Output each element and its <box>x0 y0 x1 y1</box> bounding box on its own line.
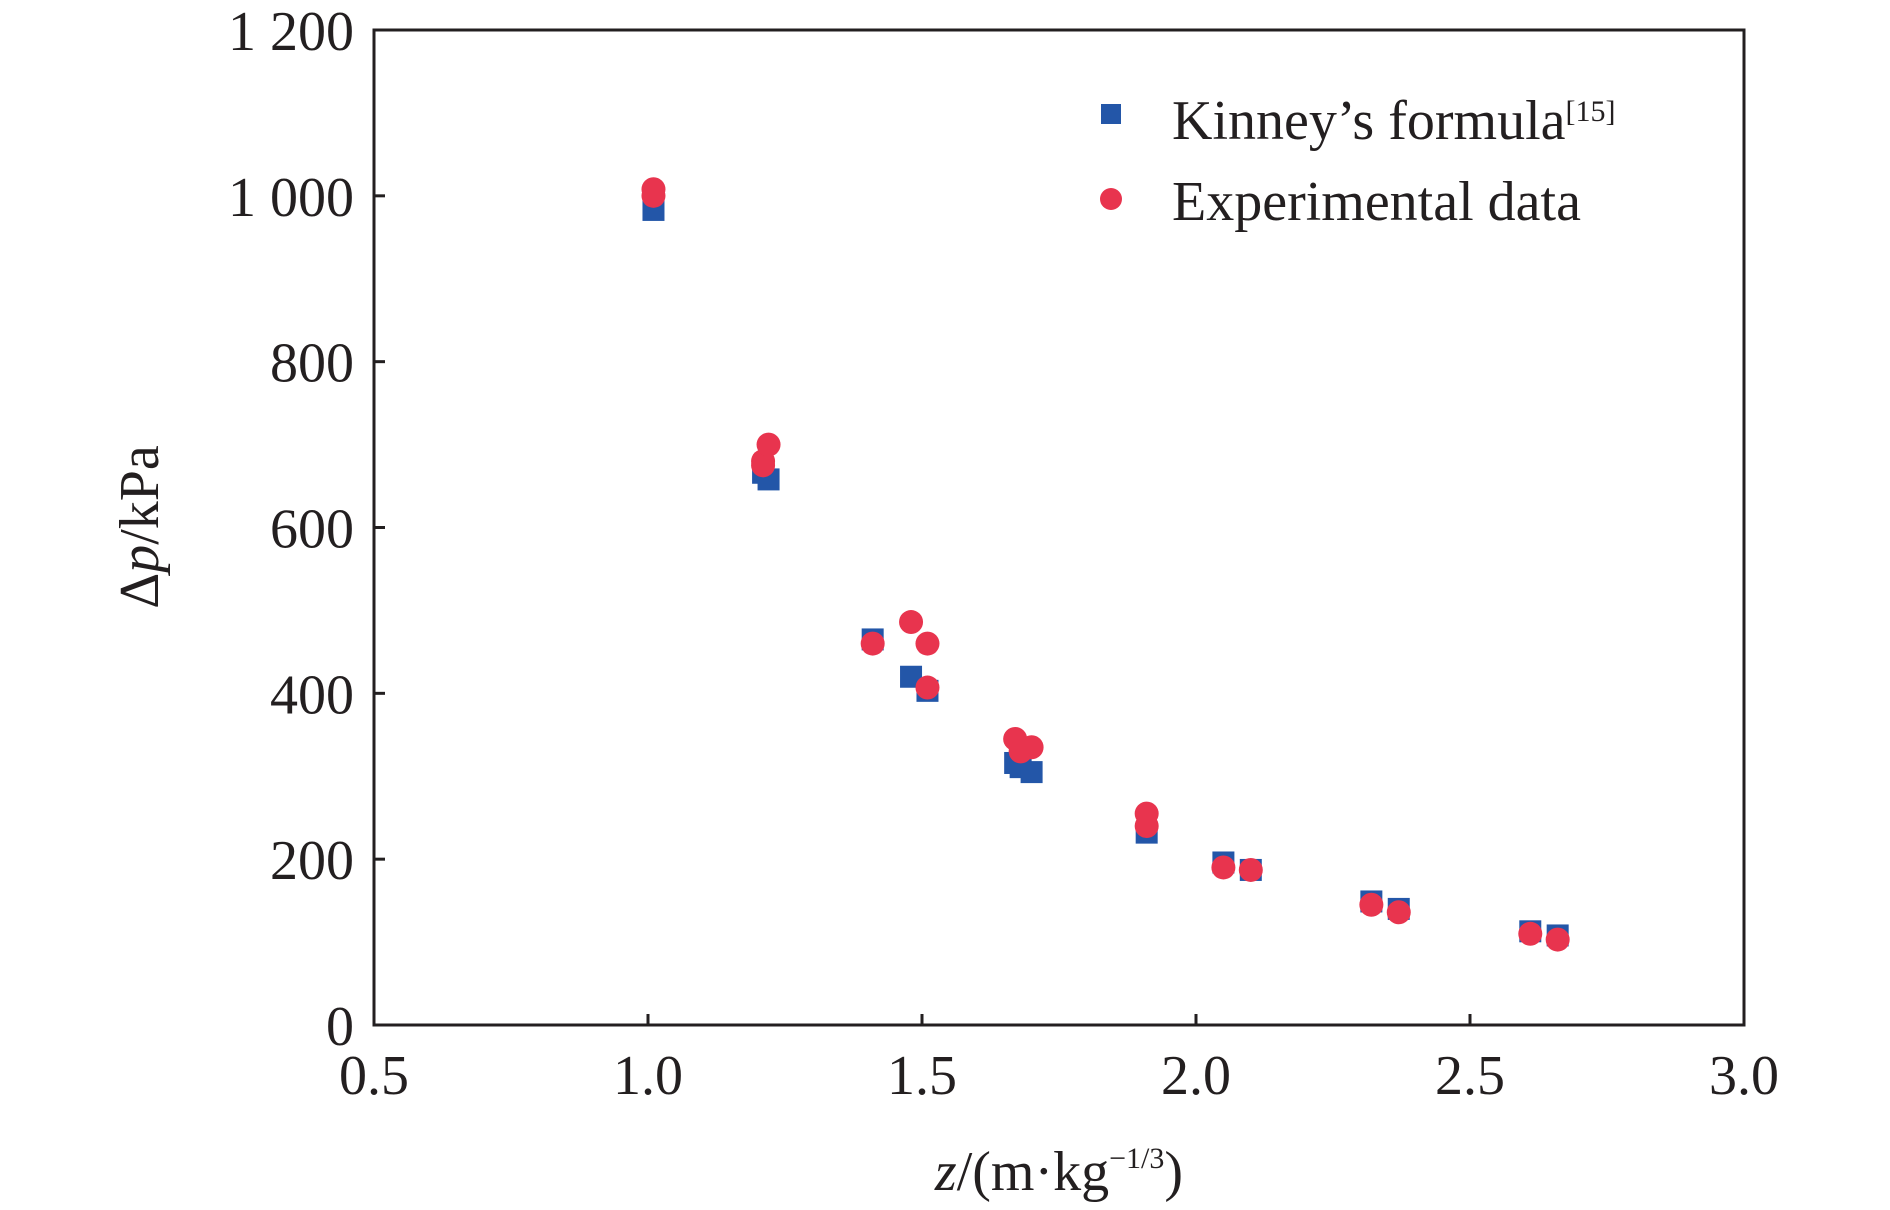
x-tick-label: 0.5 <box>339 1045 409 1107</box>
y-tick-label: 800 <box>270 333 354 395</box>
experimental-point <box>915 675 940 700</box>
y-tick-label: 600 <box>270 499 354 561</box>
experimental-point <box>756 432 781 457</box>
y-tick-label: 200 <box>270 830 354 892</box>
legend: Kinney’s formula[15] Experimental data <box>1100 90 1615 233</box>
experimental-point <box>860 631 885 656</box>
x-axis-ticks: 0.5 1.0 1.5 2.0 2.5 3.0 <box>339 1014 1779 1107</box>
experimental-point <box>1211 855 1236 880</box>
x-axis-label: z/(m·kg−1/3) <box>934 1141 1183 1203</box>
experimental-point <box>641 183 666 208</box>
kinney-point <box>1020 761 1043 784</box>
x-tick-label: 2.5 <box>1435 1045 1505 1107</box>
experimental-point <box>899 610 924 635</box>
experimental-point <box>1238 857 1263 882</box>
legend-text-experimental: Experimental data <box>1172 171 1581 233</box>
experimental-point <box>1545 927 1570 952</box>
x-tick-label: 1.0 <box>613 1045 683 1107</box>
x-tick-label: 3.0 <box>1709 1045 1779 1107</box>
y-axis-label: Δp/kPa <box>109 445 171 609</box>
experimental-point <box>1359 892 1384 917</box>
experimental-point <box>915 631 940 656</box>
experimental-point <box>1134 814 1159 838</box>
y-tick-label: 0 <box>326 996 354 1058</box>
x-tick-label: 2.0 <box>1161 1045 1231 1107</box>
y-tick-label: 400 <box>270 664 354 726</box>
data-points <box>641 177 1570 952</box>
legend-text-kinney: Kinney’s formula[15] <box>1172 90 1615 152</box>
legend-marker-kinney <box>1101 104 1121 124</box>
legend-marker-experimental <box>1100 188 1122 210</box>
y-tick-label: 1 000 <box>228 167 354 229</box>
experimental-point <box>1386 900 1411 925</box>
experimental-point <box>751 453 776 478</box>
x-tick-label: 1.5 <box>887 1045 957 1107</box>
y-axis-ticks: 0 200 400 600 800 1 000 1 200 <box>228 1 385 1058</box>
experimental-point <box>1019 735 1044 760</box>
y-tick-label: 1 200 <box>228 1 354 63</box>
experimental-point <box>1518 921 1543 946</box>
